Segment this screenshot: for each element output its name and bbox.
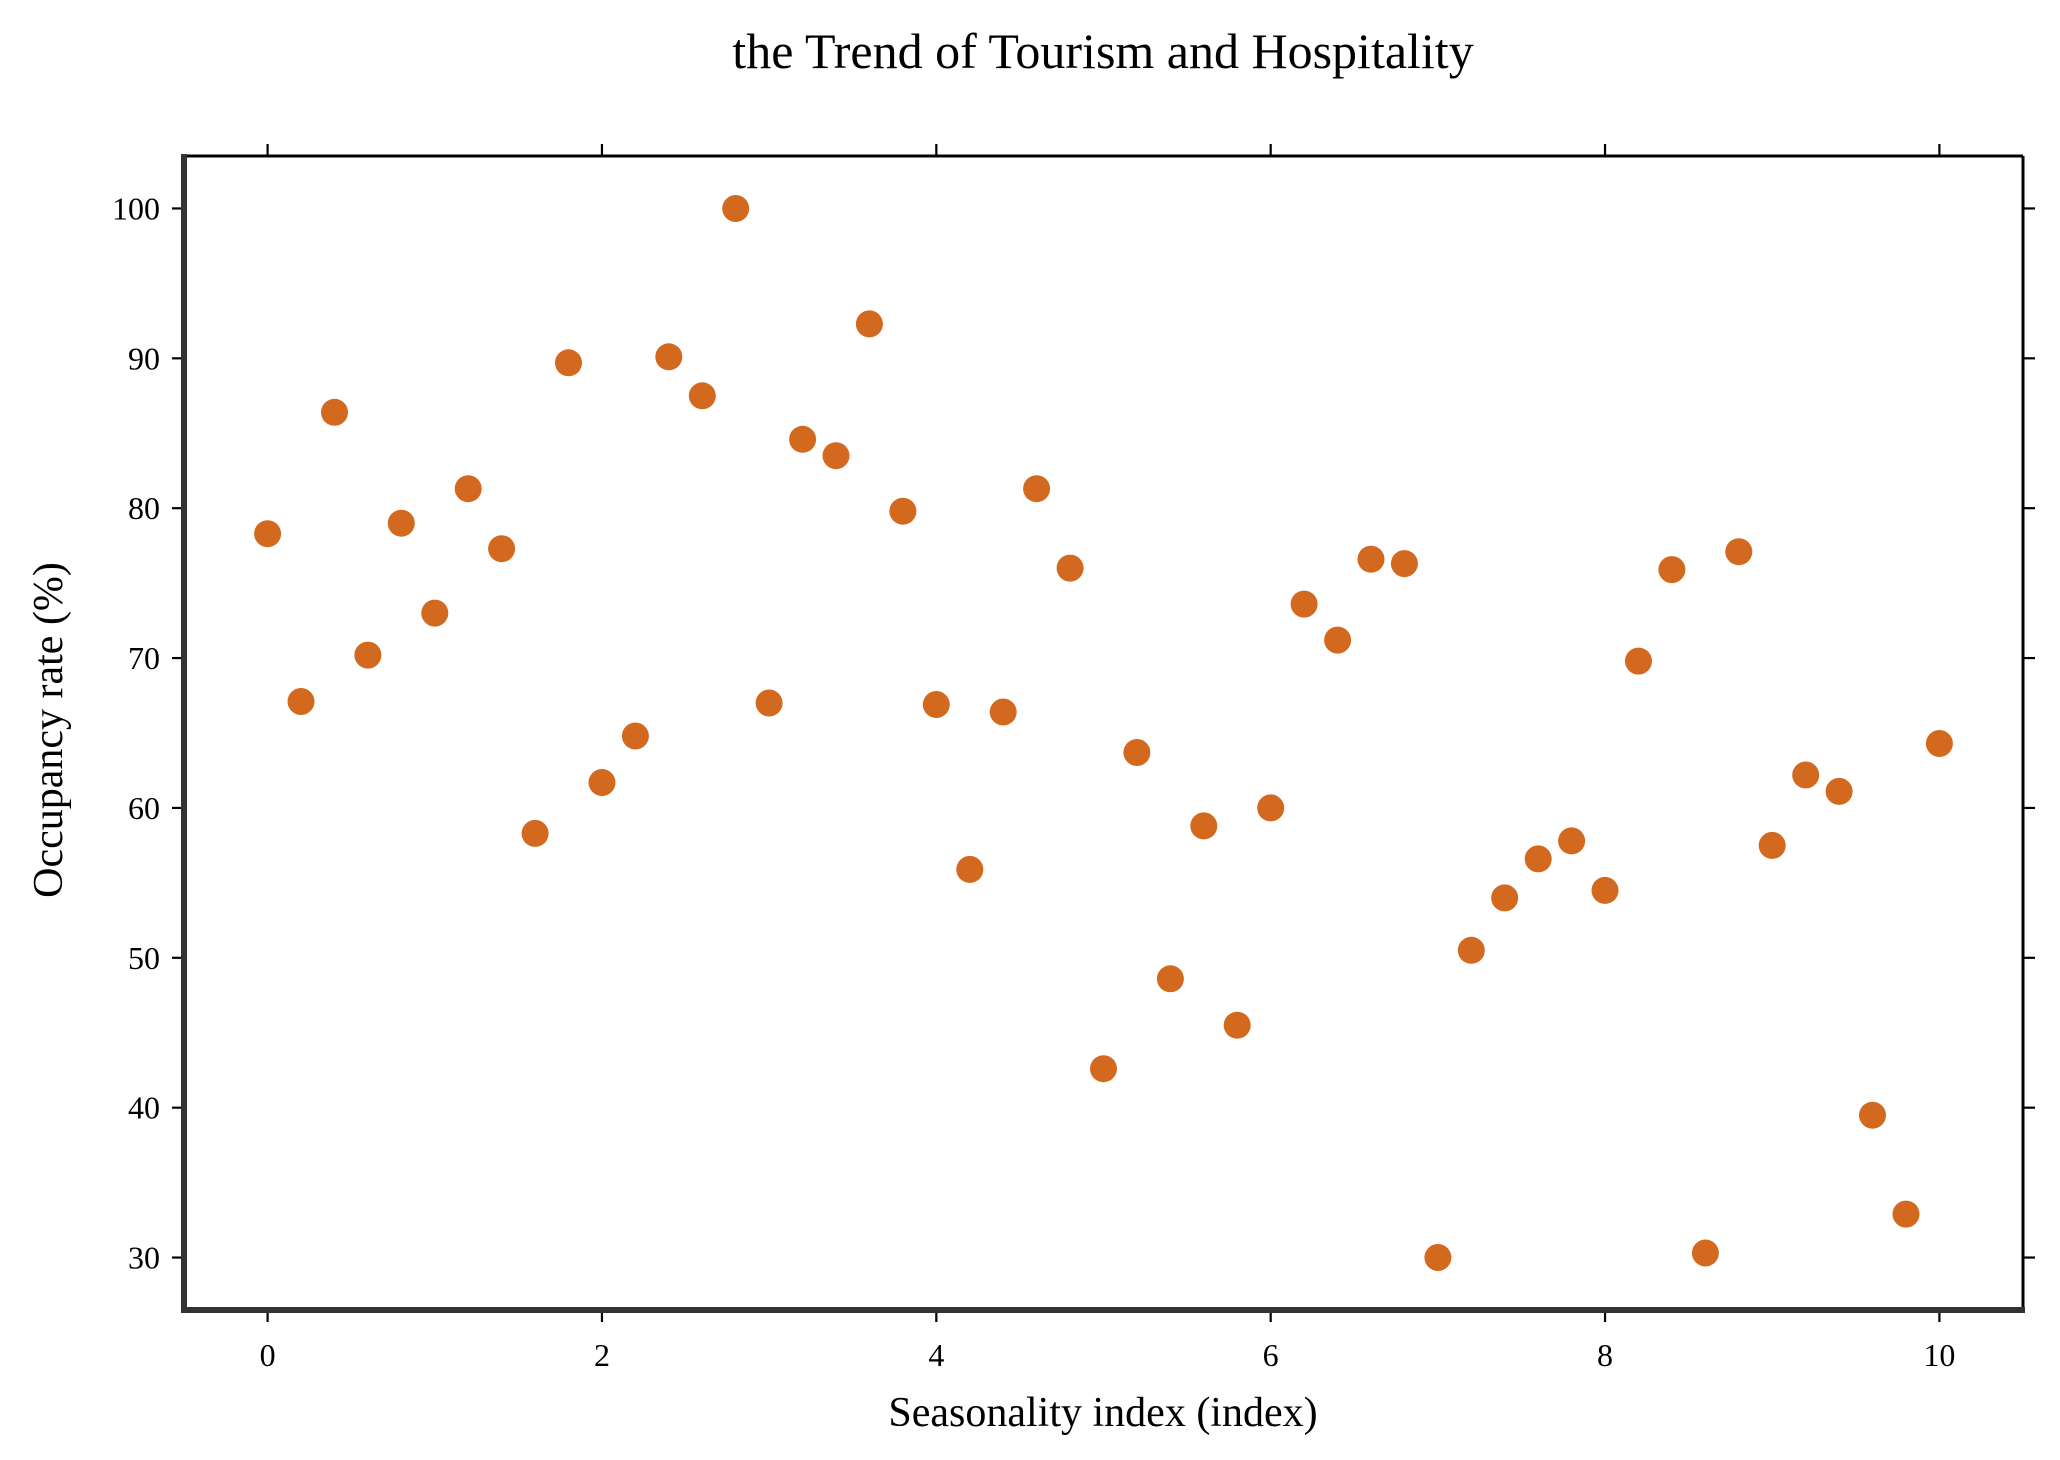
data-point [1324,626,1352,654]
data-point [454,475,482,503]
data-point [1223,1011,1251,1039]
x-tick-label: 2 [594,1337,610,1373]
data-point [1156,965,1184,993]
y-tick-label: 80 [128,490,160,526]
y-tick-label: 100 [112,190,160,226]
data-point [789,425,817,453]
data-point [1892,1200,1920,1228]
data-point [1725,538,1753,566]
x-tick-label: 10 [1923,1337,1955,1373]
data-point [1457,936,1485,964]
data-point [1625,647,1652,675]
x-tick-label: 6 [1263,1337,1279,1373]
data-point [1859,1101,1886,1129]
axis-ticks [172,144,2035,1322]
data-point [254,520,282,548]
data-point [1925,730,1953,757]
data-point [655,343,683,371]
data-point [521,819,549,847]
data-point [822,442,850,470]
data-point [989,698,1017,726]
data-point [1357,545,1385,573]
data-point [755,689,783,717]
x-tick-label: 4 [928,1337,944,1373]
x-tick-label: 0 [260,1337,276,1373]
x-tick-label: 8 [1597,1337,1613,1373]
data-point [722,195,750,222]
data-point [1825,777,1853,805]
y-tick-label: 40 [128,1090,160,1126]
data-point [1123,739,1151,766]
data-point [321,398,348,426]
data-point [1390,550,1418,578]
data-point [889,497,917,525]
data-point [588,769,616,796]
data-point [1056,554,1084,582]
data-point [688,382,716,410]
y-tick-label: 50 [128,940,160,976]
data-point [621,722,649,750]
y-axis-label: Occupancy rate (%) [26,562,72,898]
chart-title: the Trend of Tourism and Hospitality [732,23,1473,79]
data-point [1491,884,1519,912]
data-point [354,641,382,669]
data-point [387,509,415,537]
data-point [1257,794,1285,822]
data-point [1023,475,1051,503]
data-point [1424,1244,1452,1271]
data-point [1558,827,1586,855]
plot-area: 0 2 4 6 8 10 30 40 50 60 70 80 90 100 [112,144,2035,1373]
data-point [488,535,516,563]
x-axis-label: Seasonality index (index) [888,1390,1317,1436]
y-tick-label: 60 [128,790,160,826]
data-point [1290,590,1318,618]
data-point [421,599,449,627]
data-point [555,349,582,377]
data-point [855,310,883,338]
data-point [956,855,984,883]
data-point [1691,1239,1719,1267]
data-point [922,691,950,718]
data-point [1658,556,1686,584]
tick-labels: 0 2 4 6 8 10 30 40 50 60 70 80 90 100 [112,190,1955,1373]
data-point [1792,761,1820,789]
data-point [1090,1055,1117,1083]
data-point [1591,876,1619,904]
y-tick-label: 90 [128,340,160,376]
data-point [1524,845,1552,873]
y-tick-label: 30 [128,1240,160,1276]
data-points [254,195,1953,1271]
data-point [1190,812,1218,840]
y-tick-label: 70 [128,640,160,676]
data-point [1758,831,1786,859]
data-point [287,688,315,715]
axis-spines [181,154,2025,1313]
